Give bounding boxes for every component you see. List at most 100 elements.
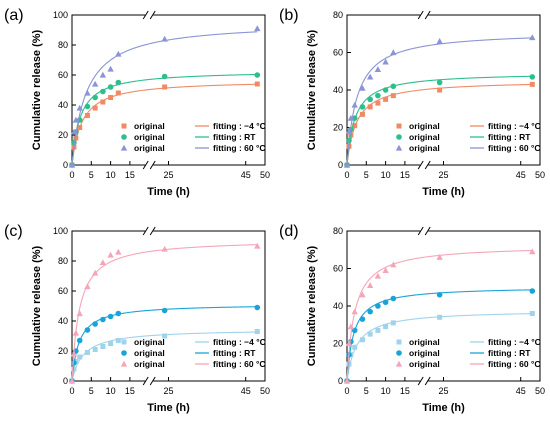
data-point-series-0 bbox=[383, 324, 389, 330]
data-point-series-2 bbox=[529, 34, 536, 41]
data-point-series-2 bbox=[254, 25, 261, 32]
data-point-series-1 bbox=[529, 74, 536, 80]
y-tick-label: 0 bbox=[63, 160, 68, 170]
data-point-series-2 bbox=[359, 291, 366, 298]
y-tick-label: 20 bbox=[58, 346, 68, 356]
data-point-series-2 bbox=[390, 261, 397, 268]
data-point-series-0 bbox=[529, 81, 535, 87]
legend-marker-series-0 bbox=[121, 123, 127, 129]
x-tick-label: 0 bbox=[344, 386, 349, 396]
data-point-series-2 bbox=[390, 49, 397, 56]
y-tick-label: 60 bbox=[58, 70, 68, 80]
x-tick-label: 15 bbox=[400, 170, 410, 180]
axis-break-mark-top bbox=[417, 10, 431, 20]
chart-a: (a) 0 5 10 15 25 45 50 0 20 40 60 80 100 Time (h) Cumul… bbox=[4, 7, 270, 198]
data-point-series-1 bbox=[375, 303, 381, 309]
data-point-series-2 bbox=[72, 116, 80, 123]
data-point-series-1 bbox=[529, 288, 536, 294]
legend-marker-series-2 bbox=[120, 360, 128, 367]
data-point-series-0 bbox=[108, 95, 114, 100]
data-point-series-1 bbox=[436, 79, 443, 86]
y-tick-label: 60 bbox=[333, 48, 343, 58]
legend-label-original: original bbox=[409, 132, 440, 142]
data-point-series-1 bbox=[161, 73, 168, 80]
y-axis-label: Cumulative release (%) bbox=[31, 245, 43, 366]
y-tick-label: 60 bbox=[58, 286, 68, 296]
x-tick-label: 50 bbox=[260, 386, 270, 396]
data-point-series-0 bbox=[390, 93, 396, 99]
legend-label-original: original bbox=[409, 359, 440, 369]
data-point-series-0 bbox=[254, 329, 260, 334]
x-tick-label: 10 bbox=[381, 170, 391, 180]
data-point-series-2 bbox=[161, 245, 168, 252]
x-tick-label: 15 bbox=[125, 170, 135, 180]
data-point-series-0 bbox=[437, 314, 443, 320]
data-point-series-2 bbox=[347, 323, 355, 330]
data-point-series-0 bbox=[162, 84, 168, 90]
y-tick-label: 20 bbox=[333, 339, 343, 349]
legend-label-fitting: fitting : 60 °C bbox=[213, 359, 266, 369]
data-point-series-2 bbox=[84, 89, 91, 96]
legend-marker-series-1 bbox=[121, 134, 127, 140]
y-tick-label: 40 bbox=[333, 301, 343, 311]
data-point-series-0 bbox=[375, 100, 381, 106]
data-point-series-2 bbox=[351, 308, 358, 315]
data-point-series-1 bbox=[76, 337, 83, 344]
axis-break-mark-bottom bbox=[142, 376, 156, 386]
y-tick-label: 80 bbox=[333, 10, 343, 20]
panel-label: (c) bbox=[4, 223, 23, 240]
legend-label-original: original bbox=[409, 337, 440, 347]
legend-marker-series-1 bbox=[396, 350, 402, 356]
legend-label-original: original bbox=[409, 143, 440, 153]
y-tick-label: 0 bbox=[338, 160, 343, 170]
legend-marker-series-0 bbox=[396, 339, 402, 345]
fit-curve-series-2 bbox=[346, 37, 533, 166]
chart-d: (d) 0 5 10 15 25 45 50 0 20 40 60 80 Time (h) Cumulati… bbox=[279, 223, 545, 414]
y-tick-label: 0 bbox=[338, 376, 343, 386]
data-point-series-0 bbox=[77, 354, 83, 360]
data-point-series-2 bbox=[91, 269, 99, 276]
axis-break-mark-bottom bbox=[417, 376, 431, 386]
data-point-series-0 bbox=[352, 344, 358, 350]
data-point-series-0 bbox=[84, 113, 90, 118]
data-point-series-0 bbox=[84, 350, 90, 355]
x-tick-label: 0 bbox=[69, 386, 74, 396]
x-axis-label: Time (h) bbox=[422, 186, 465, 198]
data-point-series-1 bbox=[92, 94, 98, 101]
y-tick-label: 0 bbox=[63, 376, 68, 386]
x-tick-label: 0 bbox=[69, 170, 74, 180]
data-point-series-2 bbox=[351, 101, 358, 108]
panel-label: (a) bbox=[4, 7, 24, 24]
y-tick-label: 20 bbox=[333, 123, 343, 133]
data-point-series-2 bbox=[345, 340, 353, 347]
data-point-series-0 bbox=[162, 333, 168, 339]
legend-label-original: original bbox=[409, 121, 440, 131]
axis-break-mark-top bbox=[142, 226, 156, 236]
data-point-series-0 bbox=[390, 320, 396, 326]
data-point-series-2 bbox=[91, 80, 99, 87]
data-point-series-2 bbox=[68, 377, 76, 384]
data-point-series-2 bbox=[343, 377, 351, 384]
legend-label-fitting: fitting : RT bbox=[213, 348, 256, 358]
data-point-series-2 bbox=[366, 73, 374, 80]
data-point-series-1 bbox=[107, 84, 114, 90]
data-point-series-2 bbox=[436, 37, 443, 44]
data-point-series-0 bbox=[359, 337, 365, 343]
data-point-series-2 bbox=[366, 282, 374, 288]
data-point-series-0 bbox=[92, 347, 98, 352]
data-point-series-2 bbox=[115, 50, 122, 57]
data-point-series-2 bbox=[84, 283, 91, 290]
axis-break-mark-bottom bbox=[417, 160, 431, 170]
y-axis-label: Cumulative release (%) bbox=[306, 245, 318, 366]
legend-label-original: original bbox=[134, 121, 165, 131]
data-point-series-2 bbox=[436, 253, 443, 260]
x-tick-label: 50 bbox=[260, 170, 270, 180]
axis-break-mark-top bbox=[417, 226, 431, 236]
x-tick-label: 10 bbox=[106, 170, 116, 180]
data-point-series-2 bbox=[382, 267, 389, 273]
data-point-series-1 bbox=[436, 291, 443, 298]
legend-label-fitting: fitting : 60 °C bbox=[488, 359, 541, 369]
legend-marker-series-2 bbox=[395, 360, 403, 367]
data-point-series-1 bbox=[115, 310, 122, 317]
y-axis-label: Cumulative release (%) bbox=[31, 29, 43, 150]
